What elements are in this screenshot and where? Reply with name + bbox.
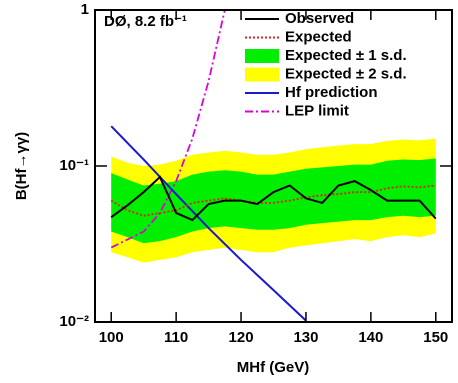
x-axis-label: MHf (GeV): [237, 359, 310, 376]
legend-label: Expected ± 2 s.d.: [285, 65, 407, 82]
legend-label: Expected: [285, 28, 352, 45]
annotation: DØ, 8.2 fb⁻¹: [104, 13, 187, 30]
x-tick-label: 130: [293, 329, 318, 346]
y-axis-label: B(Hf→γγ): [13, 132, 30, 200]
series-line: [110, 175, 437, 222]
legend-swatch: [245, 67, 279, 82]
y-tick-label: 10⁻²: [59, 313, 89, 330]
plot-area: [110, 10, 437, 322]
series-line: [110, 10, 226, 249]
x-tick-label: 140: [358, 329, 383, 346]
x-tick-label: 100: [99, 329, 124, 346]
x-tick-label: 120: [229, 329, 254, 346]
band: [111, 158, 436, 244]
x-tick-label: 110: [164, 329, 188, 346]
legend-swatch: [245, 49, 279, 63]
legend-label: LEP limit: [285, 102, 349, 119]
legend-label: Observed: [285, 10, 354, 27]
y-tick-label: 10⁻¹: [59, 157, 89, 174]
series-line: [110, 184, 436, 217]
series-line: [110, 125, 307, 322]
y-tick-label: 1: [81, 1, 89, 18]
legend-label: Expected ± 1 s.d.: [285, 47, 407, 64]
x-tick-label: 150: [423, 329, 448, 346]
legend-label: Hf prediction: [285, 84, 378, 101]
